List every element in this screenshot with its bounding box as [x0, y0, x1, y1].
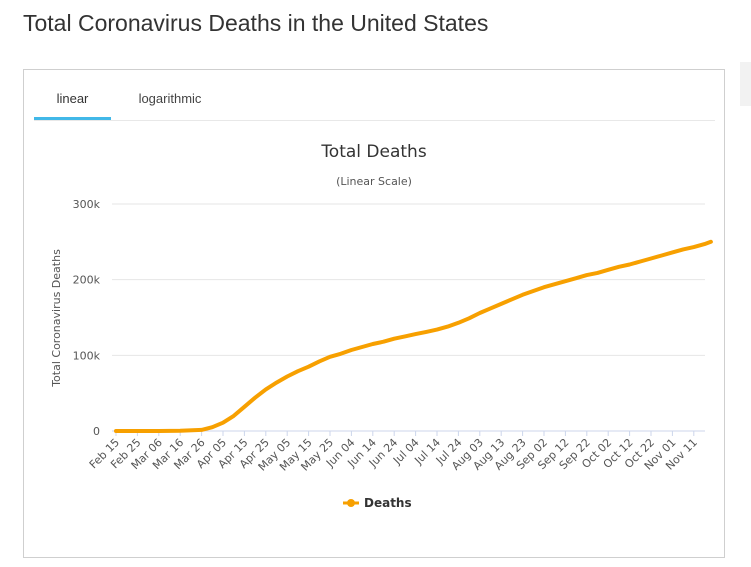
series-line-deaths: [114, 239, 713, 433]
y-axis-label: Total Coronavirus Deaths: [50, 249, 63, 388]
y-tick-labels: 0 100k 200k 300k: [73, 198, 101, 438]
tab-linear[interactable]: linear: [34, 80, 111, 120]
series-layer: [114, 239, 713, 433]
tab-logarithmic[interactable]: logarithmic: [138, 91, 202, 106]
page-title: Total Coronavirus Deaths in the United S…: [23, 10, 489, 36]
legend-marker: [347, 499, 355, 507]
legend-label: Deaths: [364, 496, 412, 510]
chart-title: Total Deaths: [320, 142, 427, 162]
chart-subtitle: (Linear Scale): [336, 175, 412, 188]
y-tick-label: 100k: [73, 349, 101, 362]
scale-tabs: linear logarithmic: [34, 80, 715, 121]
legend-item-deaths[interactable]: Deaths: [343, 496, 412, 510]
y-tick-label: 300k: [73, 198, 101, 211]
chart-panel: linear logarithmic: [23, 69, 725, 558]
y-tick-label: 200k: [73, 274, 101, 287]
scrollbar-edge: [740, 62, 751, 106]
grid-lines: [112, 203, 705, 436]
y-tick-label: 0: [93, 425, 100, 438]
